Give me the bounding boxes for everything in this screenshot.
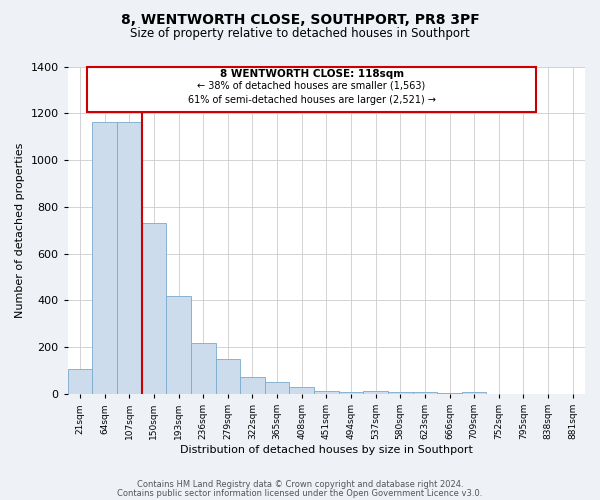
Bar xyxy=(388,392,413,394)
Bar xyxy=(462,392,487,394)
Bar xyxy=(289,387,314,394)
Bar xyxy=(117,122,142,394)
Y-axis label: Number of detached properties: Number of detached properties xyxy=(15,142,25,318)
Text: Contains HM Land Registry data © Crown copyright and database right 2024.: Contains HM Land Registry data © Crown c… xyxy=(137,480,463,489)
Bar xyxy=(166,296,191,394)
Text: 8 WENTWORTH CLOSE: 118sqm: 8 WENTWORTH CLOSE: 118sqm xyxy=(220,69,404,79)
Bar xyxy=(265,382,289,394)
Bar xyxy=(338,392,364,394)
Bar xyxy=(240,377,265,394)
Text: Size of property relative to detached houses in Southport: Size of property relative to detached ho… xyxy=(130,28,470,40)
Bar xyxy=(413,392,437,394)
Bar xyxy=(314,390,338,394)
Bar xyxy=(215,360,240,394)
Bar xyxy=(92,122,117,394)
Text: 8, WENTWORTH CLOSE, SOUTHPORT, PR8 3PF: 8, WENTWORTH CLOSE, SOUTHPORT, PR8 3PF xyxy=(121,12,479,26)
Text: ← 38% of detached houses are smaller (1,563): ← 38% of detached houses are smaller (1,… xyxy=(197,80,425,90)
Text: Contains public sector information licensed under the Open Government Licence v3: Contains public sector information licen… xyxy=(118,489,482,498)
Bar xyxy=(364,390,388,394)
FancyBboxPatch shape xyxy=(88,66,536,112)
Bar xyxy=(68,369,92,394)
Bar xyxy=(142,224,166,394)
Bar xyxy=(191,342,215,394)
X-axis label: Distribution of detached houses by size in Southport: Distribution of detached houses by size … xyxy=(180,445,473,455)
Text: 61% of semi-detached houses are larger (2,521) →: 61% of semi-detached houses are larger (… xyxy=(188,94,436,104)
